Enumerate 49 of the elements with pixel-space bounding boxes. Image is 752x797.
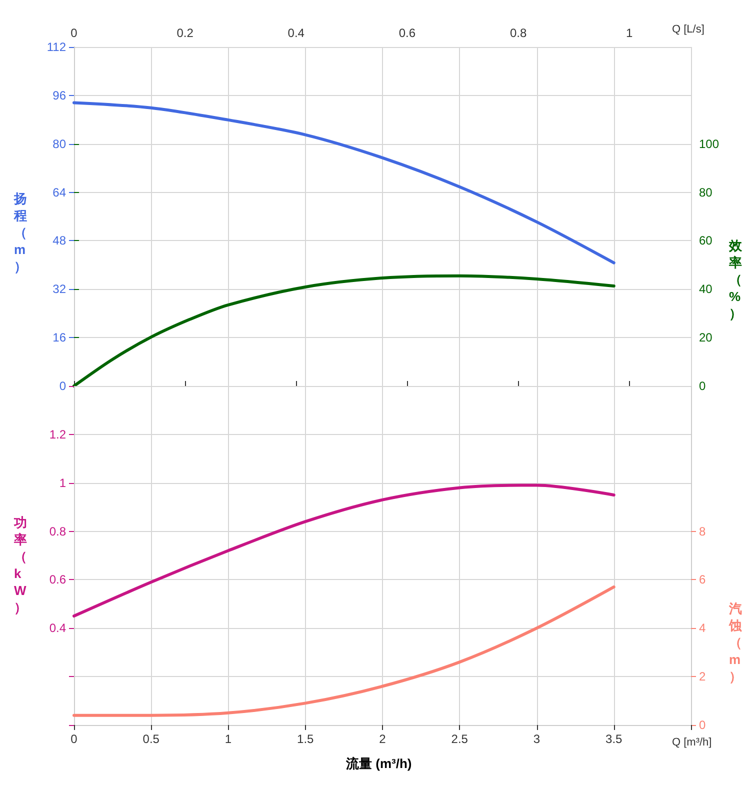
y-tick-label: 64 — [52, 185, 66, 200]
x-tick-label: 3.5 — [606, 732, 623, 746]
x2-tick-label: 0.4 — [288, 26, 305, 40]
y-tick-label: 32 — [52, 282, 66, 296]
y-axis-title: 功率（kW） — [13, 515, 27, 615]
x-tick-label: 2 — [379, 732, 386, 746]
line-series — [72, 101, 616, 264]
line-series — [72, 484, 616, 618]
y-tick-label: 1 — [59, 476, 66, 490]
x2-tick-label: 0.8 — [510, 26, 527, 40]
y2-tick-label: 100 — [699, 136, 720, 151]
y2-tick-label: 20 — [699, 330, 713, 345]
text: Q [m³/h] — [672, 736, 712, 748]
x-tick-label: 2.5 — [451, 732, 468, 746]
x2-tick-label: 0.2 — [176, 26, 194, 40]
x-tick-label: 0 — [70, 732, 78, 746]
y-tick-label: 16 — [52, 330, 66, 345]
y2-tick-label: 0 — [699, 718, 706, 732]
y2-tick-label: 60 — [699, 234, 713, 248]
y2-tick-label: 0 — [699, 379, 706, 393]
y-tick-label: 1.2 — [49, 427, 66, 442]
y-tick-label: 112 — [46, 40, 66, 54]
y2-tick-label: 40 — [699, 282, 713, 296]
x-tick-label: 0.5 — [142, 732, 160, 746]
x-tick-label: 1 — [224, 732, 232, 746]
y-tick-label: 80 — [52, 136, 66, 151]
x2-axis-title: Q [L/s] — [672, 24, 704, 36]
x-tick-label: 1.5 — [297, 732, 314, 746]
x2-tick-label: 1 — [626, 26, 634, 40]
x-axis-title: 流量 (m³/h) — [345, 756, 412, 771]
y-tick-label: 0 — [59, 379, 66, 393]
y-tick-label: 48 — [52, 234, 66, 248]
y2-tick-label: 6 — [699, 572, 706, 587]
y2-tick-label: 80 — [699, 185, 713, 200]
y-tick-label: 96 — [52, 88, 66, 102]
y2-axis-title: 汽蚀（m） — [728, 601, 742, 684]
y-tick-label: 0.8 — [49, 524, 66, 538]
y2-tick-label: 4 — [699, 621, 706, 636]
x-tick-label: 3 — [533, 732, 540, 746]
line-series — [72, 585, 616, 717]
x2-tick-label: 0.6 — [398, 26, 416, 40]
y-axis-title: 扬程（m） — [13, 191, 27, 274]
y2-axis-title: 效率（%） — [728, 238, 743, 321]
y-tick-label: 0.6 — [49, 572, 66, 587]
x2-tick-label: 0 — [70, 26, 78, 40]
y-tick-label: 0.4 — [49, 621, 66, 636]
line-series — [72, 274, 616, 388]
y2-tick-label: 8 — [699, 524, 706, 538]
y2-tick-label: 2 — [699, 670, 706, 684]
